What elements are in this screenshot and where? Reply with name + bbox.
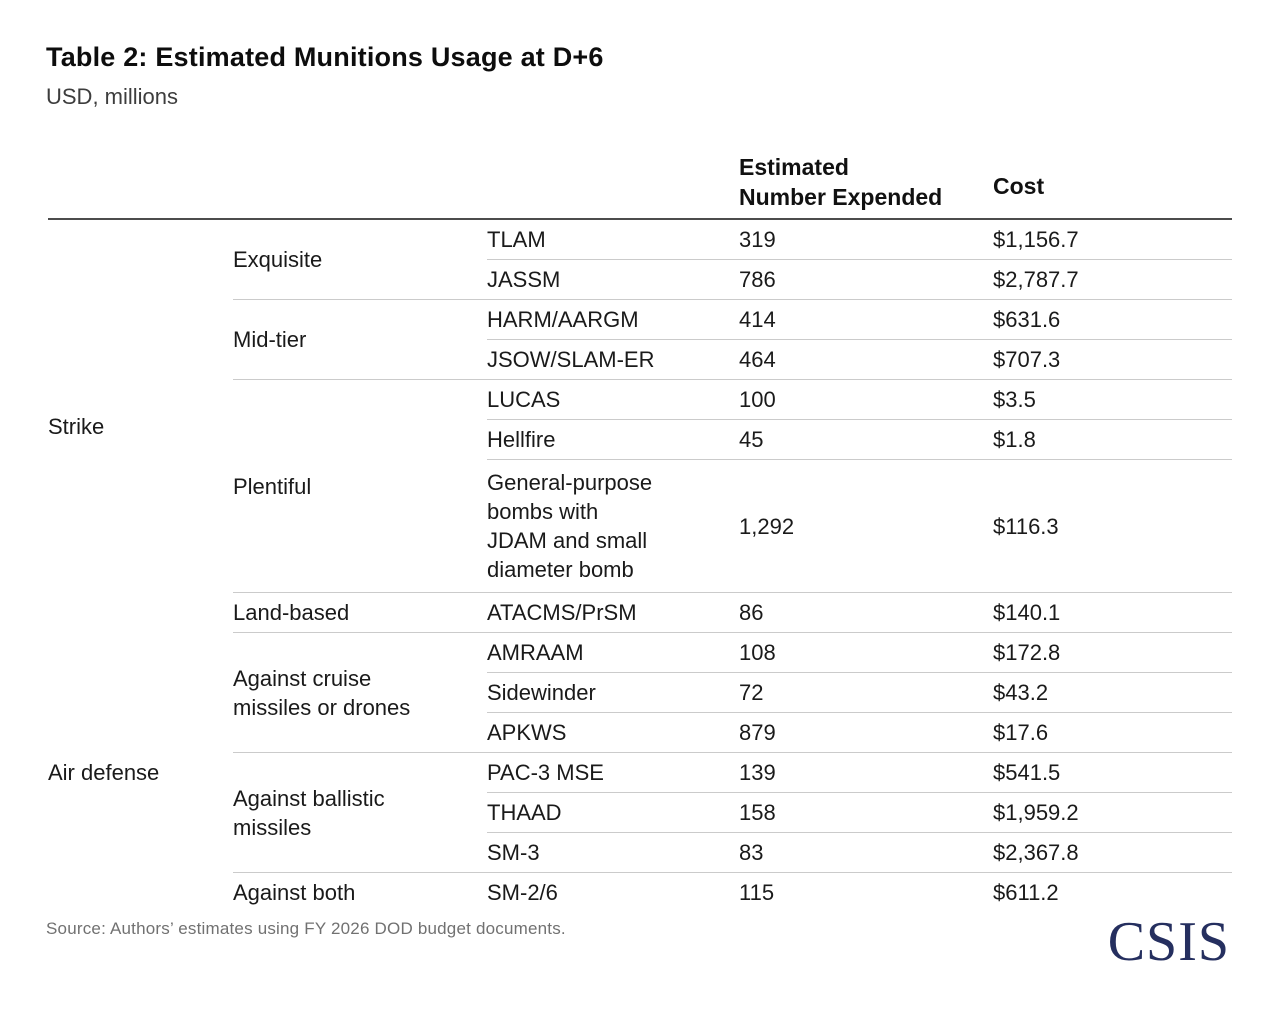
cost-cell: $17.6 <box>993 712 1232 753</box>
munition-cell: SM-2/6 <box>487 872 739 912</box>
munition-cell: AMRAAM <box>487 632 739 673</box>
table-row: Sidewinder 72 $43.2 <box>48 672 1232 713</box>
number-expended-cell: 786 <box>739 259 993 300</box>
table-row: Air defense Against cruise missiles or dr… <box>48 632 1232 785</box>
table-row: THAAD 158 $1,959.2 <box>48 792 1232 833</box>
table-row: General-purpose bombs with JDAM and smal… <box>48 459 1232 593</box>
number-expended-cell: 100 <box>739 379 993 420</box>
munition-cell: Sidewinder <box>487 672 739 713</box>
table-header-row: Estimated Number Expended Cost <box>48 140 1232 220</box>
munition-cell: PAC-3 MSE <box>487 752 739 793</box>
number-expended-cell: 86 <box>739 592 993 633</box>
col-header-cost: Cost <box>993 140 1232 220</box>
munition-cell: Hellfire <box>487 419 739 460</box>
col-header-subcategory-spacer <box>233 140 487 220</box>
cost-cell: $172.8 <box>993 632 1232 673</box>
cost-cell: $707.3 <box>993 339 1232 380</box>
page-title: Table 2: Estimated Munitions Usage at D+… <box>46 42 604 72</box>
cost-cell: $1,156.7 <box>993 227 1079 252</box>
number-expended-cell: 72 <box>739 672 993 713</box>
table-row: Strike Exquisite TLAM 319 $1,156.7 <box>48 219 1232 439</box>
subcategory-cell: Exquisite <box>233 247 323 272</box>
subcategory-cell: Plentiful <box>233 379 487 593</box>
number-expended-cell: 158 <box>739 792 993 833</box>
munition-cell: TLAM <box>487 227 546 252</box>
table-row: Hellfire 45 $1.8 <box>48 419 1232 460</box>
number-expended-cell: 115 <box>739 872 993 912</box>
munition-cell: LUCAS <box>487 379 739 420</box>
munition-cell: ATACMS/PrSM <box>487 592 739 633</box>
munition-cell: HARM/AARGM <box>487 299 739 340</box>
subcategory-cell: Against ballistic missiles <box>233 752 487 873</box>
number-expended-cell: 45 <box>739 419 993 460</box>
munition-cell: General-purpose bombs with JDAM and smal… <box>487 459 739 593</box>
number-expended-cell: 83 <box>739 832 993 873</box>
csis-logo: CSIS <box>1107 911 1230 973</box>
number-expended-cell: 108 <box>739 632 993 673</box>
subcategory-cell: Against cruise missiles or drones <box>233 632 487 753</box>
subcategory-cell: Mid-tier <box>233 299 487 380</box>
munition-cell: THAAD <box>487 792 739 833</box>
subcategory-cell: Land-based <box>233 592 487 633</box>
cost-cell: $541.5 <box>993 752 1232 793</box>
cost-cell: $43.2 <box>993 672 1232 713</box>
cost-cell: $2,367.8 <box>993 832 1232 873</box>
munitions-table: Estimated Number Expended Cost Strike Exq… <box>48 140 1232 912</box>
cost-cell: $1,959.2 <box>993 792 1232 833</box>
table-row: JSOW/SLAM-ER 464 $707.3 <box>48 339 1232 380</box>
col-header-munition-spacer <box>487 140 739 220</box>
munition-cell: SM-3 <box>487 832 739 873</box>
cost-cell: $116.3 <box>993 459 1232 593</box>
cost-cell: $1.8 <box>993 419 1232 460</box>
munition-cell: JSOW/SLAM-ER <box>487 339 739 380</box>
table-row: JASSM 786 $2,787.7 <box>48 259 1232 300</box>
cost-cell: $631.6 <box>993 299 1232 340</box>
table-row: Mid-tier HARM/AARGM 414 $631.6 <box>48 299 1232 380</box>
source-note: Source: Authors’ estimates using FY 2026… <box>46 919 566 938</box>
table-body: Strike Exquisite TLAM 319 $1,156.7 JASSM 786 $2… <box>48 219 1232 912</box>
table-row: Against ballistic missiles PAC-3 MSE 139 $5… <box>48 752 1232 873</box>
category-cell: Air defense <box>48 759 160 785</box>
table-row: Land-based ATACMS/PrSM 86 $140.1 <box>48 592 1232 633</box>
number-expended-cell: 464 <box>739 339 993 380</box>
table-row: SM-3 83 $2,367.8 <box>48 832 1232 873</box>
category-cell: Strike <box>48 413 105 439</box>
subcategory-cell: Against both <box>233 872 487 912</box>
number-expended-cell: 319 <box>739 227 776 252</box>
munition-cell: APKWS <box>487 712 739 753</box>
page-subtitle: USD, millions <box>46 84 179 109</box>
table-row: APKWS 879 $17.6 <box>48 712 1232 753</box>
cost-cell: $3.5 <box>993 379 1232 420</box>
number-expended-cell: 1,292 <box>739 459 993 593</box>
cost-cell: $2,787.7 <box>993 259 1232 300</box>
cost-cell: $140.1 <box>993 592 1232 633</box>
cost-cell: $611.2 <box>993 872 1232 912</box>
number-expended-cell: 414 <box>739 299 993 340</box>
munition-cell: JASSM <box>487 259 739 300</box>
table-row: Against both SM-2/6 115 $611.2 <box>48 872 1232 912</box>
table-row: Plentiful LUCAS 100 $3.5 <box>48 379 1232 593</box>
col-header-estimated-number: Estimated Number Expended <box>739 140 993 220</box>
number-expended-cell: 139 <box>739 752 993 793</box>
col-header-category-spacer <box>48 140 233 220</box>
number-expended-cell: 879 <box>739 712 993 753</box>
